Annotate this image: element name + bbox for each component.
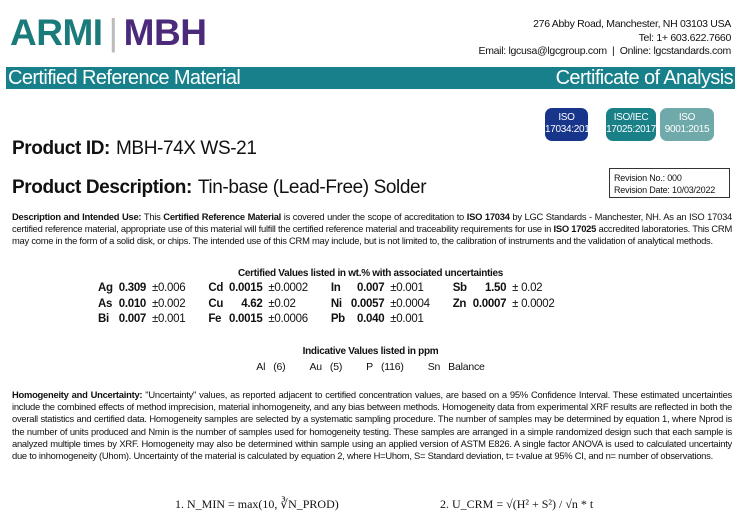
element-symbol: As (98, 297, 113, 310)
element-symbol: Ag (98, 282, 113, 294)
indicative-values-title: Indicative Values listed in ppm (302, 346, 439, 357)
element-symbol: Cd (208, 282, 224, 294)
certified-value: 1.50 (484, 282, 507, 294)
element-symbol (453, 312, 470, 328)
element-symbol: Zn (452, 297, 467, 310)
email-online: Email: lgcusa@lgcgroup.com | Online: lgc… (478, 45, 731, 57)
iso-17025-badge: ISO/IEC 17025:2017 (606, 108, 656, 141)
certified-value: 0.0007 (472, 297, 507, 310)
equation-1: 1. N_MIN = max(10, ∛N_PROD) (175, 497, 339, 511)
indicative-item: Au (5) (309, 361, 343, 373)
description-paragraph: Description and Intended Use: This Certi… (12, 211, 733, 247)
indicative-item: Al (6) (256, 361, 286, 373)
product-description: Product Description: Tin-base (Lead-Free)… (12, 177, 427, 198)
certified-value: 0.010 (118, 297, 147, 310)
table-row: Ag 0.309 ±0.006 Cd 0.0015 ±0.0002 In 0.007 ±0.00… (98, 281, 557, 297)
element-symbol: In (330, 282, 341, 294)
certified-value: 0.309 (118, 282, 147, 294)
product-id: Product ID: MBH-74X WS-21 (12, 138, 257, 159)
uncertainty: ± 0.02 (512, 282, 543, 294)
certified-values-table: Ag 0.309 ±0.006 Cd 0.0015 ±0.0002 In 0.007 ±0.00… (98, 281, 557, 328)
element-symbol: Sb (452, 282, 467, 294)
certified-value: 4.62 (241, 297, 263, 310)
indicative-item: P (116) (366, 361, 404, 373)
element-symbol: Ni (330, 297, 342, 310)
iso-9001-badge: ISO 9001:2015 (660, 108, 714, 141)
table-row: Bi 0.007 ±0.001 Fe 0.0015 ±0.0006 Pb 0.040 ±0.00… (98, 312, 557, 328)
indicative-values: Al (6) Au (5) P (116) Sn Balance (0, 361, 741, 373)
element-symbol: Cu (208, 297, 224, 310)
address: 276 Abby Road, Manchester, NH 03103 USA (533, 18, 731, 30)
uncertainty: ±0.002 (152, 297, 186, 310)
element-symbol: Fe (208, 313, 222, 325)
certified-values-title: Certified Values listed in wt.% with ass… (237, 268, 504, 279)
telephone: Tel: 1+ 603.622.7660 (638, 31, 732, 44)
revision-box: Revision No.: 000 Revision Date: 10/03/20… (609, 168, 730, 198)
title-band: Certified Reference Material Certificate … (6, 67, 735, 89)
uncertainty: ±0.001 (390, 282, 424, 294)
uncertainty: ±0.0004 (390, 297, 430, 310)
uncertainty: ±0.0006 (268, 313, 308, 325)
equation-2: 2. U_CRM = √(H² + S²) / √n * t (440, 497, 594, 511)
element-symbol: Pb (330, 313, 345, 325)
certified-value: 0.0057 (350, 297, 385, 310)
certified-value: 0.007 (357, 282, 385, 294)
table-row: As 0.010 ±0.002 Cu 4.62 ±0.02 Ni 0.0057 ±0.0004 Z… (98, 297, 557, 313)
uncertainty: ±0.001 (152, 313, 186, 325)
homogeneity-paragraph: Homogeneity and Uncertainty: "Uncertaint… (12, 389, 732, 462)
certified-value: 0.0015 (229, 313, 263, 325)
certified-value: 0.007 (118, 313, 147, 325)
element-symbol: Bi (98, 313, 109, 325)
uncertainty: ±0.001 (390, 313, 424, 325)
logo: ARMI | MBH (10, 12, 207, 53)
certified-value: 0.0015 (229, 282, 263, 294)
uncertainty: ±0.02 (268, 297, 296, 310)
uncertainty: ±0.0002 (268, 282, 308, 294)
uncertainty (509, 312, 557, 328)
uncertainty: ±0.006 (152, 282, 186, 294)
contact-info: 276 Abby Road, Manchester, NH 03103 USA … (478, 18, 731, 59)
uncertainty: ± 0.0002 (512, 297, 555, 310)
certified-value: 0.040 (357, 313, 385, 325)
iso-17034-badge: ISO 17034:2016 (545, 108, 595, 141)
certified-value (470, 312, 509, 328)
indicative-item: Sn Balance (427, 361, 485, 373)
